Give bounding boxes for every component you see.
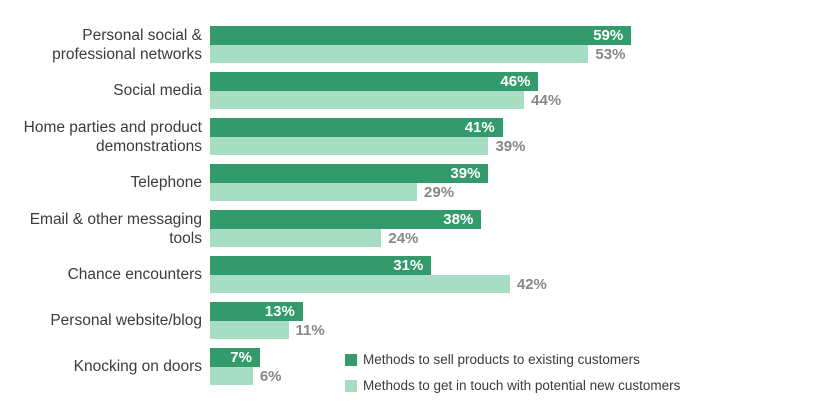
sell-bar-value: 59% [593, 27, 624, 44]
category-label: Home parties and product demonstrations [23, 118, 202, 155]
category-label: Personal social & professional networks [52, 26, 202, 63]
new-bar [210, 229, 382, 247]
category-row: Social media 46% 44% [6, 72, 827, 109]
sell-bar: 31% [210, 256, 432, 275]
category-row: Knocking on doors 7% 6% [6, 348, 827, 385]
legend-item-sell: Methods to sell products to existing cus… [345, 352, 680, 367]
new-bar-line: 42% [210, 275, 827, 293]
new-bar-line: 11% [210, 321, 827, 339]
sell-bar-value: 46% [500, 73, 531, 90]
legend-swatch-sell-icon [345, 353, 357, 366]
category-row: Email & other messaging tools 38% 24% [6, 210, 827, 247]
new-bar-value: 11% [295, 321, 325, 339]
new-bar-value: 24% [388, 229, 419, 247]
category-row: Personal website/blog 13% 11% [6, 302, 827, 339]
category-row: Home parties and product demonstrations … [6, 118, 827, 155]
sell-bar-line: 13% [210, 302, 827, 321]
legend-swatch-new-icon [345, 379, 357, 392]
new-bar-value: 29% [424, 183, 455, 201]
category-label: Chance encounters [67, 266, 202, 283]
category-row: Personal social & professional networks … [6, 26, 827, 63]
category-row: Chance encounters 31% 42% [6, 256, 827, 293]
new-bar-value: 53% [595, 45, 626, 63]
category-label: Personal website/blog [50, 312, 202, 329]
category-label: Social media [113, 82, 202, 99]
legend-label-new: Methods to get in touch with potential n… [363, 378, 681, 393]
bar-pair: 41% 39% [210, 118, 827, 155]
sell-bar-line: 41% [210, 118, 827, 137]
sell-bar-value: 31% [393, 257, 424, 274]
sell-bar-value: 39% [450, 165, 481, 182]
sell-bar-line: 39% [210, 164, 827, 183]
sell-bar-line: 38% [210, 210, 827, 229]
new-bar-value: 44% [531, 91, 562, 109]
new-bar [210, 91, 525, 109]
sell-bar-line: 7% [210, 348, 827, 367]
bar-pair: 59% 53% [210, 26, 827, 63]
bar-pair: 38% 24% [210, 210, 827, 247]
category-label: Telephone [130, 174, 202, 191]
sell-bar: 7% [210, 348, 260, 367]
new-bar-line: 6% [210, 367, 827, 385]
bar-pair: 13% 11% [210, 302, 827, 339]
sell-bar: 38% [210, 210, 482, 229]
new-bar [210, 45, 589, 63]
new-bar [210, 137, 489, 155]
sell-bar: 41% [210, 118, 503, 137]
sell-bar: 59% [210, 26, 632, 45]
sell-bar-value: 7% [230, 349, 252, 366]
sell-bar-line: 31% [210, 256, 827, 275]
legend-item-new: Methods to get in touch with potential n… [345, 378, 680, 393]
legend-label-sell: Methods to sell products to existing cus… [363, 352, 640, 367]
new-bar [210, 275, 510, 293]
category-label: Email & other messaging tools [29, 210, 202, 247]
new-bar-line: 44% [210, 91, 827, 109]
sell-bar-value: 13% [264, 303, 295, 320]
new-bar [210, 321, 289, 339]
sell-bar: 13% [210, 302, 303, 321]
sell-bar: 39% [210, 164, 489, 183]
new-bar [210, 183, 418, 201]
new-bar-line: 39% [210, 137, 827, 155]
sell-bar: 46% [210, 72, 539, 91]
new-bar-line: 29% [210, 183, 827, 201]
sell-bar-value: 41% [464, 119, 495, 136]
new-bar-line: 24% [210, 229, 827, 247]
new-bar [210, 367, 253, 385]
sell-bar-line: 59% [210, 26, 827, 45]
legend: Methods to sell products to existing cus… [345, 352, 680, 404]
sell-bar-value: 38% [443, 211, 474, 228]
new-bar-value: 42% [516, 275, 547, 293]
bar-pair: 31% 42% [210, 256, 827, 293]
sell-bar-line: 46% [210, 72, 827, 91]
bar-pair: 39% 29% [210, 164, 827, 201]
bar-pair: 7% 6% [210, 348, 827, 385]
new-bar-value: 39% [495, 137, 526, 155]
bar-pair: 46% 44% [210, 72, 827, 109]
bar-rows: Personal social & professional networks … [6, 26, 827, 385]
new-bar-value: 6% [259, 367, 282, 385]
new-bar-line: 53% [210, 45, 827, 63]
category-row: Telephone 39% 29% [6, 164, 827, 201]
category-label: Knocking on doors [73, 358, 202, 375]
